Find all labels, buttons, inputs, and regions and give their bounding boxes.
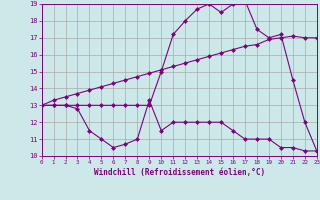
X-axis label: Windchill (Refroidissement éolien,°C): Windchill (Refroidissement éolien,°C) <box>94 168 265 177</box>
